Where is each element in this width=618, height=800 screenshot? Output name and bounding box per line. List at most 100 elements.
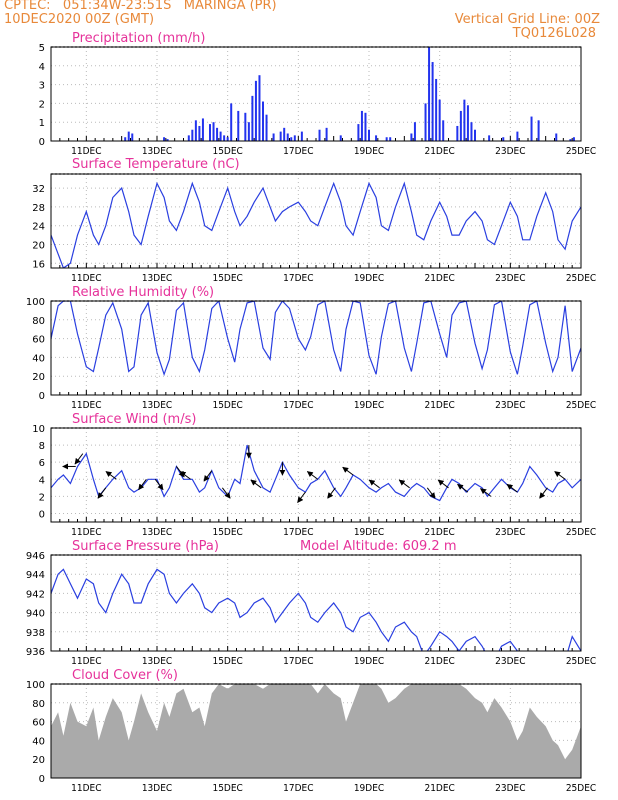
x-tick-label: 17DEC (283, 273, 313, 284)
y-tick-label: 4 (39, 62, 45, 73)
wind-arrow (398, 479, 410, 489)
y-tick-label: 936 (26, 647, 45, 658)
y-tick-label: 5 (39, 43, 45, 54)
precip-bar (368, 129, 370, 141)
precip-bar (470, 122, 473, 141)
precip-bar (230, 103, 233, 141)
x-tick-label: 25DEC (566, 656, 596, 667)
y-tick-label: 6 (39, 458, 45, 469)
x-tick-label: 19DEC (354, 146, 384, 157)
grid-note: Vertical Grid Line: 00Z (454, 12, 600, 27)
y-tick-label: 60 (32, 335, 45, 346)
wind-arrow (457, 483, 469, 493)
x-tick-label: 15DEC (212, 783, 242, 794)
x-tick-label: 15DEC (212, 146, 242, 157)
precip-bar (375, 135, 378, 141)
x-tick-label: 11DEC (71, 400, 101, 411)
precip-bar (209, 124, 211, 141)
run-date: 10DEC2020 00Z (GMT) (4, 12, 155, 27)
precip-bar (502, 137, 505, 141)
precip-bar (357, 124, 360, 141)
precip-bar (244, 112, 247, 141)
precip-bar (360, 110, 363, 141)
wind-arrow (221, 487, 231, 499)
precip-bar (438, 99, 441, 141)
x-tick-label: 11DEC (71, 783, 101, 794)
x-tick-label: 19DEC (354, 273, 384, 284)
precip-bar (212, 122, 215, 141)
wind-arrow (327, 487, 336, 499)
x-tick-label: 15DEC (212, 273, 242, 284)
y-tick-label: 40 (32, 736, 45, 747)
precip-bar (410, 133, 413, 141)
y-tick-label: 40 (32, 353, 45, 364)
precip-bar (318, 129, 321, 141)
x-tick-label: 23DEC (495, 527, 525, 538)
y-tick-label: 20 (32, 755, 45, 766)
x-tick-label: 19DEC (354, 656, 384, 667)
x-tick-label: 17DEC (283, 783, 313, 794)
precip-bar (131, 133, 134, 141)
precip-bar (216, 127, 219, 141)
precip-bar (555, 133, 558, 141)
y-tick-label: 60 (32, 718, 45, 729)
y-tick-label: 28 (32, 203, 45, 214)
x-tick-label: 21DEC (424, 146, 454, 157)
y-tick-label: 0 (39, 774, 45, 785)
precip-bar (389, 137, 392, 141)
x-tick-label: 17DEC (283, 400, 313, 411)
x-tick-label: 23DEC (495, 656, 525, 667)
precip-bar (488, 135, 491, 141)
precip-bar (325, 127, 328, 141)
panel-title: Surface Temperature (nC) (72, 157, 240, 172)
x-tick-label: 25DEC (566, 273, 596, 284)
y-tick-label: 100 (26, 297, 45, 308)
x-tick-label: 17DEC (283, 656, 313, 667)
x-tick-label: 13DEC (142, 783, 172, 794)
precip-bar (283, 127, 286, 141)
wind-arrow (539, 487, 548, 499)
panel-frame (50, 427, 582, 523)
wind-arrow (179, 471, 191, 480)
y-tick-label: 32 (32, 184, 45, 195)
wind-arrow (250, 479, 262, 489)
x-tick-label: 17DEC (283, 146, 313, 157)
x-tick-label: 15DEC (212, 656, 242, 667)
series-line (51, 181, 581, 268)
station-label: CPTEC: 051:34W-23:51S MARINGA (PR) (4, 0, 277, 13)
wind-arrow (554, 471, 566, 480)
precip-bar (163, 137, 166, 141)
precip-bar (290, 137, 293, 141)
wind-arrow (138, 478, 147, 491)
panel-3: 0 2 4 6 8 10 11DEC 13DEC 15DEC 17DEC 19DEC 21DEC 23D… (32, 412, 596, 538)
precip-bar (339, 135, 342, 141)
precip-bar (442, 120, 445, 141)
panel-title: Relative Humidity (%) (72, 285, 214, 300)
precip-bar (413, 122, 416, 141)
panel-1: 16 20 24 28 32 11DEC 13DEC 15DEC 17DEC 19DEC 21DEC… (32, 157, 596, 284)
y-tick-label: 0 (39, 509, 45, 520)
wind-arrow (154, 478, 164, 491)
precip-bar (474, 129, 476, 141)
x-tick-label: 21DEC (424, 400, 454, 411)
model-code: TQ0126L028 (512, 26, 596, 41)
x-tick-label: 21DEC (424, 527, 454, 538)
wind-arrow (437, 479, 449, 489)
panel-4: 936 938 940 942 944 946 11DEC 13DEC 15DEC 17DEC 19… (26, 539, 596, 667)
precip-bar (265, 114, 268, 141)
precip-bar (187, 135, 190, 141)
wind-arrow (306, 471, 319, 480)
panel-title: Cloud Cover (%) (72, 668, 178, 683)
precip-bar (537, 120, 540, 141)
y-tick-label: 946 (26, 551, 45, 562)
series-line (51, 568, 581, 651)
x-tick-label: 13DEC (142, 527, 172, 538)
precip-bar (262, 101, 264, 141)
chart-header: CPTEC: 051:34W-23:51S MARINGA (PR) 10DEC… (0, 0, 618, 48)
y-tick-label: 20 (32, 372, 45, 383)
wind-arrow (480, 488, 492, 497)
y-tick-label: 944 (26, 570, 45, 581)
x-tick-label: 11DEC (71, 273, 101, 284)
x-tick-label: 25DEC (566, 400, 596, 411)
